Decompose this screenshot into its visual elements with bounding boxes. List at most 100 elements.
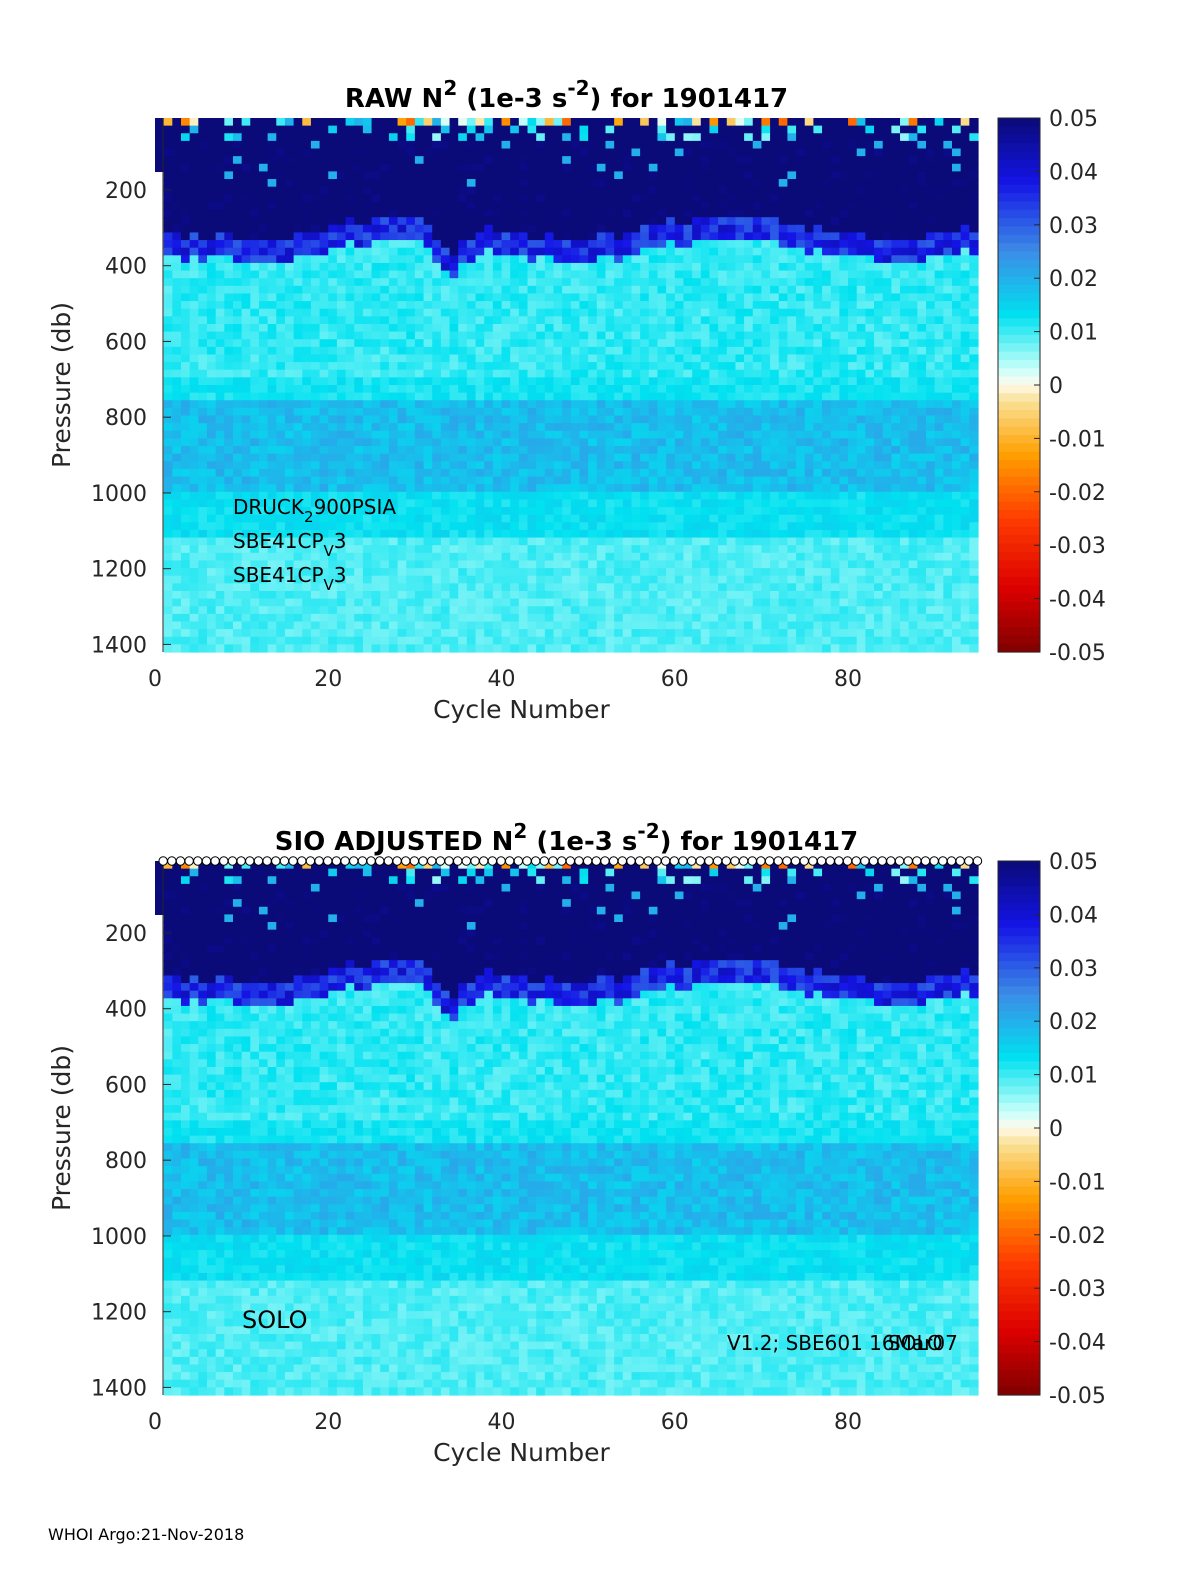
heatmap-cell <box>813 507 823 516</box>
heatmap-cell <box>475 262 485 272</box>
heatmap-cell <box>406 491 416 501</box>
heatmap-cell <box>605 240 615 249</box>
heatmap-cell <box>536 163 546 172</box>
heatmap-cell <box>267 186 277 195</box>
heatmap-cell <box>449 148 459 157</box>
heatmap-cell <box>232 385 243 394</box>
heatmap-cell <box>414 453 425 462</box>
heatmap-cell <box>735 476 745 485</box>
heatmap-cell <box>839 407 849 417</box>
heatmap-cell <box>258 262 269 272</box>
heatmap-cell <box>345 415 355 424</box>
heatmap-cell <box>718 186 728 195</box>
heatmap-cell <box>700 468 711 478</box>
heatmap-cell <box>354 415 364 424</box>
heatmap-cell <box>588 491 598 501</box>
heatmap-cell <box>562 484 572 493</box>
heatmap-cell <box>674 270 685 279</box>
heatmap-cell <box>865 407 875 417</box>
heatmap-cell <box>648 125 659 134</box>
heatmap-cell <box>882 232 892 241</box>
heatmap-cell <box>926 407 936 417</box>
heatmap-cell <box>752 125 763 134</box>
heatmap-cell <box>380 140 390 150</box>
heatmap-cell <box>267 491 277 501</box>
heatmap-cell <box>969 362 979 371</box>
heatmap-cell <box>397 385 407 394</box>
heatmap-cell <box>778 247 789 256</box>
heatmap-cell <box>934 407 944 417</box>
heatmap-cell <box>276 461 286 470</box>
heatmap-cell <box>744 217 754 226</box>
heatmap-cell <box>969 232 979 241</box>
heatmap-cell <box>310 156 321 165</box>
heatmap-cell <box>726 201 737 211</box>
heatmap-cell <box>328 148 338 157</box>
heatmap-cell <box>302 118 312 127</box>
heatmap-cell <box>700 308 711 317</box>
heatmap-cell <box>813 415 823 424</box>
heatmap-cell <box>969 415 979 424</box>
heatmap-cell <box>830 430 840 439</box>
heatmap-cell <box>544 316 555 325</box>
heatmap-cell <box>926 163 936 172</box>
heatmap-cell <box>813 209 823 218</box>
heatmap-cell <box>579 301 589 310</box>
heatmap-cell <box>328 484 338 493</box>
heatmap-cell <box>232 171 243 180</box>
heatmap-cell <box>596 362 607 371</box>
heatmap-cell <box>787 468 797 478</box>
heatmap-cell <box>588 415 598 424</box>
heatmap-cell <box>943 377 953 386</box>
heatmap-cell <box>536 278 546 287</box>
heatmap-cell <box>553 240 563 249</box>
heatmap-cell <box>631 308 641 317</box>
heatmap-cell <box>770 293 780 302</box>
heatmap-cell <box>796 140 806 150</box>
heatmap-cell <box>926 255 936 264</box>
heatmap-cell <box>475 270 485 279</box>
heatmap-cell <box>796 453 806 462</box>
heatmap-cell <box>440 133 451 142</box>
heatmap-cell <box>310 163 321 172</box>
heatmap-cell <box>822 392 832 401</box>
heatmap-cell <box>778 491 789 501</box>
heatmap-cell <box>796 377 806 386</box>
heatmap-cell <box>475 171 485 180</box>
heatmap-cell <box>726 194 737 203</box>
heatmap-cell <box>622 224 633 234</box>
heatmap-cell <box>718 209 728 218</box>
heatmap-cell <box>648 362 659 371</box>
heatmap-cell <box>527 140 537 150</box>
heatmap-cell <box>423 385 433 394</box>
heatmap-cell <box>510 507 520 516</box>
heatmap-cell <box>293 499 303 508</box>
heatmap-cell <box>484 118 494 127</box>
heatmap-cell <box>362 354 373 363</box>
heatmap-cell <box>952 133 962 142</box>
heatmap-cell <box>414 148 425 157</box>
heatmap-cell <box>917 507 927 516</box>
heatmap-cell <box>822 133 832 142</box>
heatmap-cell <box>579 293 589 302</box>
heatmap-cell <box>397 247 407 256</box>
heatmap-cell <box>267 346 277 356</box>
heatmap-cell <box>544 377 555 386</box>
heatmap-cell <box>848 255 858 264</box>
heatmap-cell <box>570 377 581 386</box>
heatmap-cell <box>900 468 910 478</box>
heatmap-cell <box>917 468 927 478</box>
heatmap-cell <box>813 285 823 295</box>
heatmap-cell <box>744 156 754 165</box>
heatmap-cell <box>180 156 191 165</box>
heatmap-cell <box>804 476 814 485</box>
heatmap-cell <box>700 133 711 142</box>
heatmap-cell <box>397 400 407 409</box>
heatmap-cell <box>830 293 840 302</box>
heatmap-cell <box>848 232 858 241</box>
heatmap-cell <box>518 438 529 447</box>
heatmap-cell <box>692 423 702 432</box>
heatmap-cell <box>172 217 182 226</box>
heatmap-cell <box>284 323 295 333</box>
heatmap-cell <box>310 323 321 333</box>
